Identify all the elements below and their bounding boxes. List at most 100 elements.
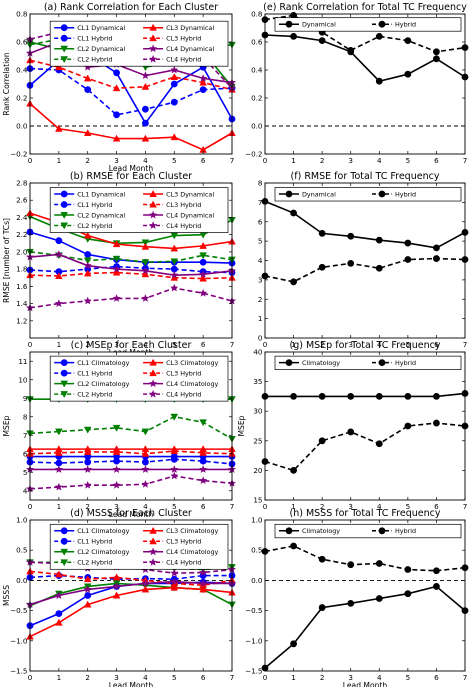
- series-cl4-dynamical: [25, 250, 237, 279]
- y-tick-label: 2.2: [16, 230, 27, 239]
- legend-item: CL1 Dynamical: [54, 190, 125, 198]
- legend-marker: [378, 359, 386, 367]
- series-line: [29, 586, 233, 638]
- y-tick-label: 5: [258, 237, 263, 246]
- y-tick-label: 4: [23, 486, 28, 495]
- y-tick-label: 0.0: [251, 122, 263, 131]
- legend-marker: [60, 559, 69, 567]
- data-point: [199, 78, 207, 86]
- x-tick-label: 1: [57, 673, 62, 682]
- y-tick-label: −1.5: [245, 667, 262, 676]
- data-point: [84, 251, 92, 258]
- data-point: [112, 255, 121, 263]
- plot-frame: [264, 351, 466, 501]
- data-point: [54, 591, 64, 600]
- legend-marker: [60, 34, 68, 42]
- legend-marker: [378, 527, 386, 535]
- data-point: [141, 449, 150, 457]
- y-tick-label: 0: [258, 334, 263, 343]
- legend-label: CL2 Climatology: [77, 380, 129, 388]
- data-point: [375, 392, 383, 400]
- data-point: [290, 466, 297, 474]
- legend-marker: [60, 548, 69, 556]
- data-point: [404, 566, 412, 573]
- x-tick-label: 2: [85, 502, 90, 511]
- y-tick-label: 0.0: [16, 576, 28, 585]
- y-tick-label: 40: [253, 348, 263, 357]
- legend-item: CL4 Dynamical: [143, 210, 214, 219]
- legend-item: CL2 Hybrid: [54, 559, 112, 567]
- data-point: [433, 244, 440, 252]
- x-tick-label: 1: [291, 340, 296, 349]
- data-point: [112, 591, 121, 599]
- x-tick-label: 3: [114, 340, 119, 349]
- x-tick-label: 1: [57, 340, 62, 349]
- legend-marker: [148, 547, 158, 556]
- series-line: [29, 287, 233, 309]
- legend-label: CL1 Hybrid: [77, 538, 112, 546]
- legend-item: CL1 Hybrid: [54, 538, 112, 546]
- y-tick-label: 1.0: [251, 516, 263, 525]
- legend-label: CL2 Hybrid: [77, 390, 112, 398]
- y-tick-label: 0.6: [16, 38, 28, 47]
- y-tick-label: −0.2: [10, 150, 27, 159]
- series-line: [29, 265, 233, 274]
- data-point: [347, 260, 355, 267]
- data-point: [199, 252, 207, 260]
- legend-label: CL1 Dynamical: [77, 190, 125, 198]
- data-point: [54, 299, 64, 308]
- data-point: [290, 33, 297, 40]
- legend-marker: [148, 221, 158, 230]
- data-point: [170, 80, 178, 88]
- legend-item: CL1 Dynamical: [54, 24, 125, 32]
- y-tick-label: 1.4: [16, 299, 28, 308]
- x-tick-label: 6: [201, 673, 206, 682]
- x-tick-label: 7: [463, 502, 468, 511]
- panel-h: (h) MSSS for Total TC Frequency 0 1 2 3 4 5 6 7 −…: [245, 508, 469, 687]
- legend-item: CL2 Climatology: [54, 548, 130, 556]
- data-point: [112, 465, 121, 474]
- legend: CL1 Climatology CL1 Hybrid CL2 Climatology…: [49, 355, 229, 402]
- data-point: [375, 264, 383, 272]
- legend-box: [274, 355, 462, 370]
- data-point: [170, 583, 179, 591]
- data-point: [141, 239, 150, 247]
- legend-marker: [60, 190, 68, 198]
- data-point: [113, 457, 120, 465]
- x-tick-label: 4: [377, 673, 382, 682]
- x-tick-label: 7: [463, 156, 468, 165]
- series-line: [264, 34, 466, 83]
- legend-marker: [60, 359, 68, 367]
- y-tick-label: 2.0: [16, 247, 28, 256]
- series-line: [29, 458, 233, 465]
- data-point: [318, 437, 326, 445]
- legend-marker: [378, 20, 386, 28]
- data-point: [170, 73, 179, 80]
- data-point: [55, 618, 63, 626]
- legend-box: [49, 20, 229, 67]
- data-point: [54, 250, 64, 259]
- legend-marker: [149, 537, 157, 545]
- legend-box: [49, 523, 229, 570]
- data-point: [83, 426, 92, 434]
- legend-label: CL3 Hybrid: [166, 538, 201, 546]
- panel-title: (c) MSEp for Each Cluster: [71, 340, 192, 351]
- y-tick-label: 0.2: [16, 94, 27, 103]
- data-point: [112, 264, 121, 273]
- x-tick-label: 2: [85, 340, 90, 349]
- legend-label: CL4 Hybrid: [166, 559, 201, 567]
- x-tick-label: 2: [320, 673, 325, 682]
- x-tick-label: 0: [28, 156, 33, 165]
- data-point: [55, 63, 63, 71]
- legend-marker: [149, 369, 157, 377]
- legend-item: CL3 Hybrid: [143, 537, 201, 546]
- y-tick-label: 0.5: [251, 546, 262, 555]
- data-point: [142, 119, 149, 127]
- legend-item: CL2 Dynamical: [54, 45, 125, 53]
- legend-marker: [60, 201, 68, 208]
- data-point: [55, 448, 63, 456]
- x-tick-label: 3: [348, 502, 353, 511]
- data-point: [318, 392, 326, 400]
- data-point: [199, 585, 207, 593]
